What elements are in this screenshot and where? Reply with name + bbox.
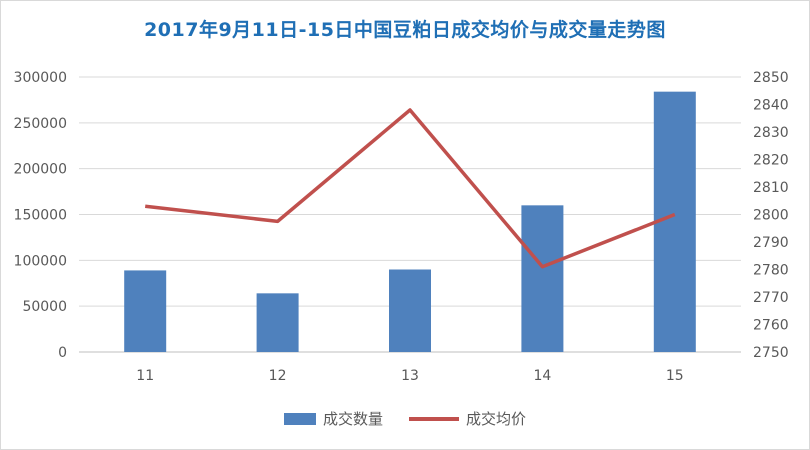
legend-item-price: 成交均价 [409,408,526,429]
right-tick-label: 2850 [753,70,789,86]
legend: 成交数量 成交均价 [1,408,809,429]
x-axis-ticks: 11 12 13 14 15 [136,368,683,384]
price-line [145,108,676,269]
bar-14 [521,205,564,352]
legend-item-volume: 成交数量 [283,408,383,429]
right-tick-label: 2770 [753,290,789,306]
x-tick-label: 14 [533,368,551,384]
right-tick-label: 2750 [753,345,789,361]
left-tick-label: 300000 [14,70,67,86]
right-tick-label: 2790 [753,235,789,251]
x-tick-label: 15 [666,368,684,384]
bar-13 [389,269,431,352]
right-tick-label: 2760 [753,318,789,334]
legend-swatch-line [409,416,459,421]
left-tick-label: 100000 [14,253,67,269]
x-tick-label: 11 [136,368,154,384]
right-tick-label: 2780 [753,263,789,279]
chart-title: 2017年9月11日-15日中国豆粕日成交均价与成交量走势图 [144,19,666,41]
left-tick-label: 0 [58,345,67,361]
legend-label-volume: 成交数量 [322,410,383,428]
x-tick-label: 13 [401,368,419,384]
legend-swatch-bar [283,412,316,425]
legend-label-price: 成交均价 [466,410,527,428]
line-series [145,108,676,269]
x-tick-label: 12 [269,368,287,384]
right-tick-label: 2830 [753,125,789,141]
right-axis-ticks: 2750 2760 2770 2780 2790 2800 2810 2820 2830 2840… [753,70,789,361]
left-axis-ticks: 0 50000 100000 150000 200000 250000 300000 [14,70,67,361]
left-tick-label: 150000 [14,208,67,224]
right-tick-label: 2800 [753,208,789,224]
bar-11 [124,270,167,352]
left-tick-label: 50000 [22,299,67,315]
left-tick-label: 200000 [14,162,67,178]
right-tick-label: 2840 [753,98,789,114]
right-tick-label: 2810 [753,180,789,196]
right-tick-label: 2820 [753,153,789,169]
left-tick-label: 250000 [14,116,67,132]
bar-12 [256,293,299,352]
bar-series [124,91,696,353]
